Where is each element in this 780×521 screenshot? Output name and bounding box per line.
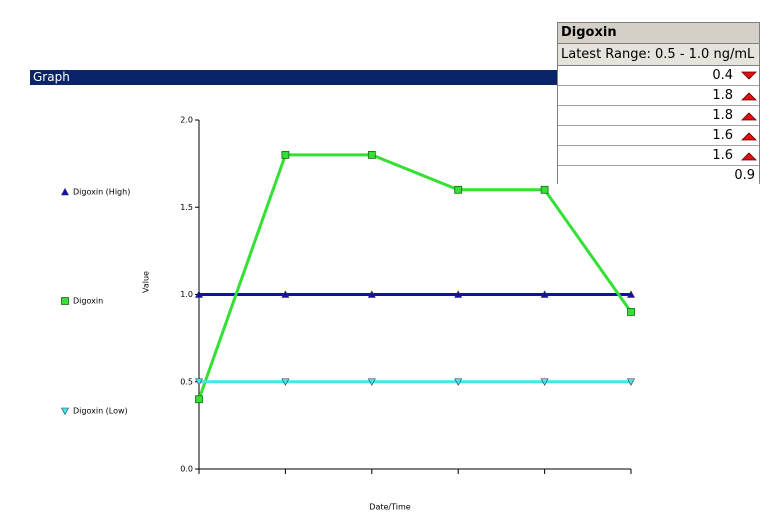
y-axis-label: Value [142,271,151,293]
result-row: 1.6 [558,126,759,146]
result-value: 1.6 [712,128,733,143]
flag-arrow [741,132,757,141]
data-point [194,378,204,386]
flag-arrow [741,112,757,121]
flag-icon [741,132,757,141]
data-point [540,185,549,194]
panel-range: Latest Range: 0.5 - 1.0 ng/mL [558,44,759,66]
y-tick-label: 1.0 [180,290,193,299]
result-panel: Digoxin Latest Range: 0.5 - 1.0 ng/mL 0.… [557,22,760,184]
result-row: 1.6 [558,146,759,166]
flag-icon [741,71,757,80]
flag-icon [741,112,757,121]
legend-label: Digoxin (High) [73,188,130,197]
data-point [194,290,204,298]
legend-marker [60,187,70,196]
data-point [281,378,290,386]
data-point [195,395,203,404]
result-value: 1.6 [712,148,733,163]
data-point [627,308,635,316]
flag-arrow [741,152,757,161]
result-row: 0.4 [558,66,759,86]
legend-label: Digoxin [73,297,103,306]
data-point [454,378,463,386]
data-point [540,290,549,298]
series-line [197,153,633,400]
y-tick-label: 0.5 [180,377,193,386]
data-point [281,290,290,298]
result-row: 1.8 [558,86,759,106]
data-point [367,150,376,159]
data-point [626,290,636,298]
y-tick-label: 1.5 [180,203,193,212]
legend-marker [61,297,69,305]
result-value: 1.8 [712,108,733,123]
y-tick-label: 0.0 [180,465,193,474]
x-axis-label: Date/Time [369,503,410,512]
legend-marker [60,407,70,416]
result-value: 0.4 [712,68,733,83]
flag-icon [741,92,757,101]
result-row: 0.9 [558,166,759,184]
flag-arrow [741,71,757,80]
legend-label: Digoxin (Low) [73,407,128,416]
data-point [540,378,549,386]
y-tick-label: 2.0 [180,116,193,125]
data-point [454,185,463,194]
rows: 0.4 1.8 1.8 1.6 1.6 0.9 [558,66,759,184]
data-point [454,290,463,298]
data-point [367,378,376,386]
data-point [281,150,290,159]
flag-arrow [741,92,757,101]
window-title: Graph [30,70,560,85]
result-value: 1.8 [712,88,733,103]
result-value: 0.9 [734,168,755,183]
result-row: 1.8 [558,106,759,126]
panel-title: Digoxin [558,23,759,44]
data-point [367,290,376,298]
data-point [626,378,636,386]
flag-icon [741,152,757,161]
